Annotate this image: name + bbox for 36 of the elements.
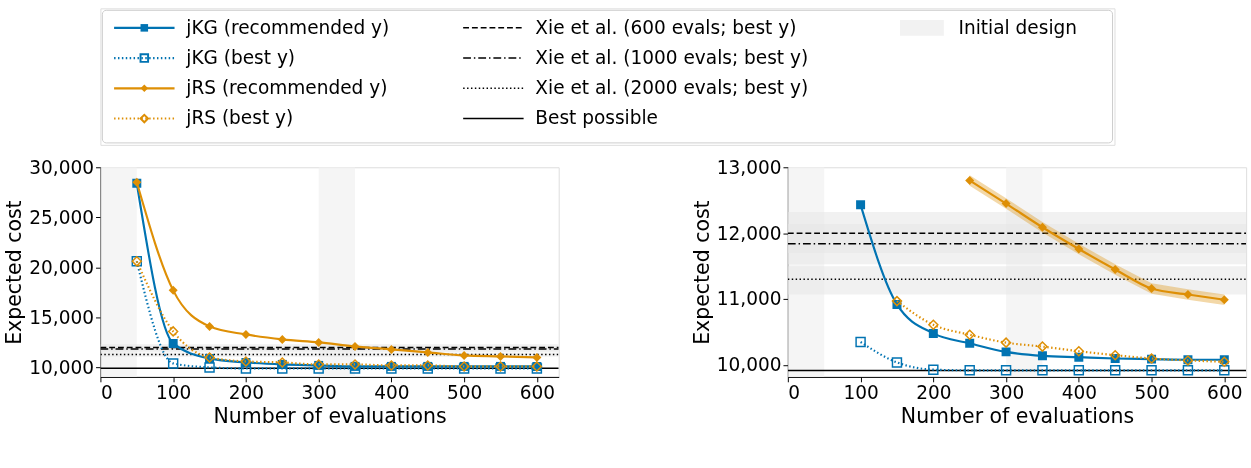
legend-label: Xie et al. (1000 evals; best y)	[535, 46, 809, 68]
legend-label: Initial design	[958, 16, 1078, 38]
x-tick-label: 500	[446, 381, 483, 403]
legend-label: jKG (best y)	[185, 46, 296, 68]
x-tick-label: 600	[519, 381, 556, 403]
y-axis-title: Expected cost	[2, 200, 27, 345]
legend-label: jRS (best y)	[185, 107, 294, 129]
y-tick-label: 20,000	[29, 256, 95, 278]
legend-label: Xie et al. (2000 evals; best y)	[535, 77, 809, 99]
y-tick-label: 30,000	[29, 156, 95, 178]
x-tick-label: 200	[916, 381, 952, 403]
y-tick-label: 11,000	[716, 288, 782, 310]
x-tick-label: 200	[228, 381, 265, 403]
x-axis-title: Number of evaluations	[213, 404, 447, 429]
y-tick-label: 10,000	[716, 354, 782, 376]
legend-label: Xie et al. (600 evals; best y)	[535, 16, 797, 38]
legend-label: Best possible	[535, 107, 659, 129]
y-axis-title: Expected cost	[689, 200, 714, 345]
legend-label: jKG (recommended y)	[185, 16, 390, 38]
x-tick-label: 100	[843, 381, 879, 403]
x-tick-label: 600	[1207, 381, 1243, 403]
x-tick-label: 400	[1061, 381, 1097, 403]
y-tick-label: 10,000	[29, 356, 95, 378]
x-axis-title: Number of evaluations	[900, 404, 1135, 429]
y-tick-label: 15,000	[29, 306, 95, 328]
x-tick-label: 0	[788, 381, 801, 403]
y-tick-label: 12,000	[716, 222, 782, 244]
y-tick-label: 13,000	[716, 156, 782, 178]
legend-label: jRS (recommended y)	[185, 77, 388, 99]
x-tick-label: 300	[988, 381, 1025, 403]
x-tick-label: 500	[1134, 381, 1170, 403]
x-tick-label: 100	[155, 381, 192, 403]
x-tick-label: 300	[301, 381, 337, 403]
x-tick-label: 400	[374, 381, 410, 403]
y-tick-label: 25,000	[29, 206, 95, 228]
x-tick-label: 0	[100, 381, 113, 403]
